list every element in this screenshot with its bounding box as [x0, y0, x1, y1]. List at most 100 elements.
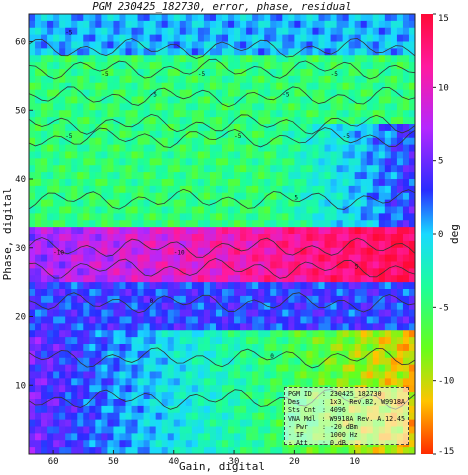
heatmap-cell — [47, 75, 54, 84]
heatmap-cell — [306, 364, 313, 372]
heatmap-cell — [360, 75, 368, 84]
heatmap-cell — [318, 344, 325, 352]
heatmap-cell — [41, 350, 48, 359]
heatmap-cell — [336, 75, 344, 84]
heatmap-cell — [300, 192, 307, 201]
heatmap-cell — [95, 371, 102, 379]
heatmap-cell — [294, 20, 301, 29]
heatmap-cell — [119, 295, 126, 304]
heatmap-cell — [41, 282, 48, 290]
heatmap-cell — [336, 240, 344, 249]
heatmap-cell — [125, 89, 132, 97]
heatmap-cell — [89, 199, 96, 207]
heatmap-cell — [240, 316, 247, 324]
heatmap-cell — [228, 399, 235, 407]
heatmap-cell — [384, 55, 392, 63]
heatmap-cell — [125, 371, 132, 379]
heatmap-cell — [65, 426, 72, 434]
heatmap-cell — [149, 110, 157, 118]
heatmap-cell — [83, 213, 90, 221]
heatmap-cell — [222, 447, 229, 455]
heatmap-cell — [95, 124, 102, 132]
heatmap-cell — [384, 227, 392, 235]
heatmap-cell — [378, 302, 386, 311]
heatmap-cell — [209, 110, 217, 118]
heatmap-cell — [378, 103, 386, 111]
heatmap-cell — [264, 350, 271, 359]
heatmap-cell — [71, 405, 78, 414]
heatmap-cell — [59, 41, 66, 49]
heatmap-cell — [35, 371, 42, 379]
heatmap-cell — [107, 405, 114, 414]
heatmap-cell — [384, 27, 392, 36]
heatmap-cell — [372, 213, 380, 221]
heatmap-cell — [378, 110, 386, 118]
heatmap-cell — [77, 172, 84, 180]
heatmap-cell — [53, 144, 60, 152]
heatmap-cell — [234, 337, 241, 345]
heatmap-cell — [300, 130, 307, 139]
heatmap-cell — [101, 179, 108, 187]
heatmap-cell — [288, 364, 295, 372]
heatmap-cell — [101, 158, 108, 166]
heatmap-cell — [215, 48, 223, 56]
heatmap-cell — [240, 213, 247, 221]
heatmap-cell — [222, 254, 229, 262]
heatmap-cell — [360, 330, 368, 338]
heatmap-cell — [300, 282, 307, 290]
heatmap-cell — [348, 227, 356, 235]
heatmap-cell — [161, 350, 169, 359]
heatmap-cell — [77, 192, 84, 201]
heatmap-cell — [294, 371, 301, 379]
heatmap-cell — [228, 151, 235, 159]
heatmap-cell — [366, 302, 374, 311]
heatmap-cell — [360, 137, 368, 146]
heatmap-cell — [348, 110, 356, 118]
heatmap-cell — [125, 309, 132, 317]
heatmap-cell — [222, 192, 229, 201]
heatmap-cell — [330, 371, 337, 379]
heatmap-cell — [119, 220, 126, 228]
heatmap-cell — [41, 75, 48, 84]
heatmap-cell — [300, 447, 307, 455]
heatmap-cell — [348, 151, 356, 159]
heatmap-cell — [137, 433, 144, 441]
heatmap-cell — [318, 172, 325, 180]
heatmap-cell — [89, 14, 96, 22]
heatmap-cell — [390, 323, 398, 331]
heatmap-cell — [29, 323, 36, 331]
heatmap-cell — [324, 151, 331, 159]
heatmap-cell — [372, 234, 380, 242]
heatmap-cell — [53, 89, 60, 97]
heatmap-cell — [107, 261, 114, 269]
heatmap-cell — [312, 41, 319, 49]
heatmap-cell — [330, 316, 337, 324]
heatmap-cell — [41, 227, 48, 235]
heatmap-cell — [125, 34, 132, 42]
heatmap-cell — [191, 247, 199, 256]
heatmap-cell — [215, 124, 223, 132]
heatmap-cell — [59, 213, 66, 221]
heatmap-cell — [29, 117, 36, 125]
heatmap-cell — [312, 275, 319, 283]
heatmap-cell — [222, 275, 229, 283]
heatmap-cell — [276, 103, 283, 111]
heatmap-cell — [215, 27, 223, 36]
x-tick-label: 40 — [168, 457, 179, 467]
heatmap-cell — [89, 289, 96, 297]
heatmap-cell — [77, 419, 84, 427]
heatmap-cell — [107, 96, 114, 104]
heatmap-cell — [131, 399, 138, 407]
heatmap-cell — [101, 213, 108, 221]
heatmap-cell — [137, 371, 144, 379]
heatmap-cell — [113, 82, 120, 91]
heatmap-cell — [408, 412, 416, 421]
heatmap-cell — [342, 110, 350, 118]
heatmap-cell — [330, 117, 337, 125]
heatmap-cell — [65, 227, 72, 235]
heatmap-cell — [101, 426, 108, 434]
heatmap-cell — [348, 199, 356, 207]
heatmap-cell — [185, 412, 193, 421]
heatmap-cell — [119, 268, 126, 276]
heatmap-cell — [101, 289, 108, 297]
